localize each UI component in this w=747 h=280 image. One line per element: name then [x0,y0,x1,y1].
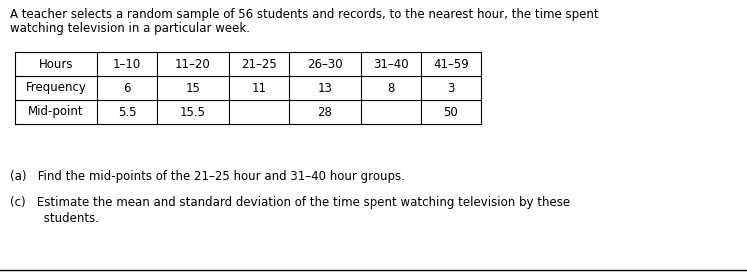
Text: Mid-point: Mid-point [28,106,84,118]
Text: 15.5: 15.5 [180,106,206,118]
Text: 11–20: 11–20 [175,57,211,71]
Text: 11: 11 [252,81,267,95]
Text: 31–40: 31–40 [374,57,409,71]
Text: 1–10: 1–10 [113,57,141,71]
Text: Hours: Hours [39,57,73,71]
Text: 5.5: 5.5 [118,106,136,118]
Text: 8: 8 [387,81,394,95]
Text: 15: 15 [185,81,200,95]
Text: 50: 50 [444,106,459,118]
Text: 21–25: 21–25 [241,57,277,71]
Text: (a)   Find the mid-points of the 21–25 hour and 31–40 hour groups.: (a) Find the mid-points of the 21–25 hou… [10,170,405,183]
Text: students.: students. [10,212,99,225]
Text: watching television in a particular week.: watching television in a particular week… [10,22,250,35]
Text: 13: 13 [317,81,332,95]
Text: 3: 3 [447,81,455,95]
Text: (c)   Estimate the mean and standard deviation of the time spent watching televi: (c) Estimate the mean and standard devia… [10,196,570,209]
Text: 28: 28 [317,106,332,118]
Text: 41–59: 41–59 [433,57,469,71]
Text: 26–30: 26–30 [307,57,343,71]
Text: A teacher selects a random sample of 56 students and records, to the nearest hou: A teacher selects a random sample of 56 … [10,8,598,21]
Text: 6: 6 [123,81,131,95]
Text: Frequency: Frequency [25,81,87,95]
